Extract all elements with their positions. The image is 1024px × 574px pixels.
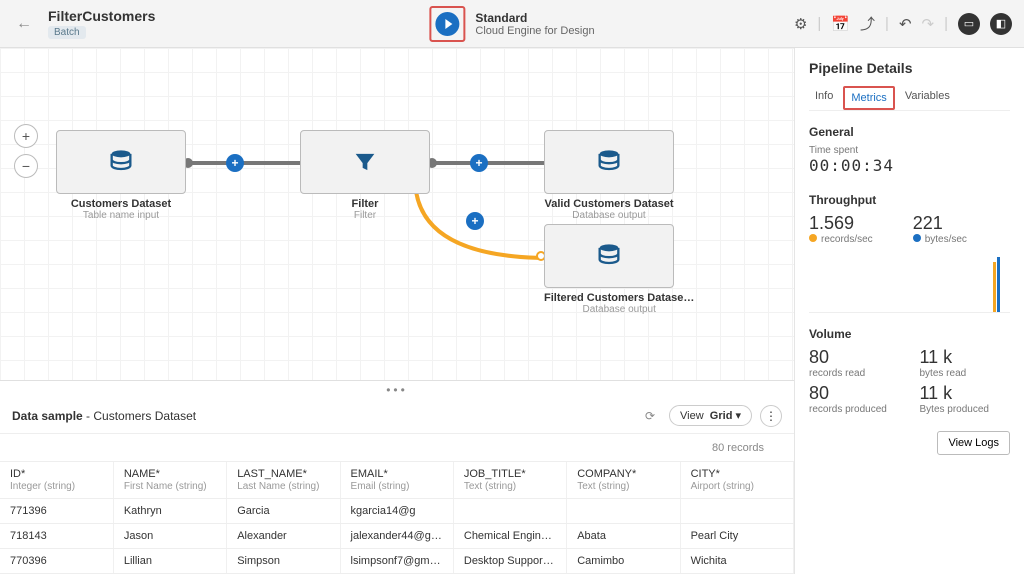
- pipeline-title: FilterCustomers: [48, 8, 155, 24]
- engine-subtitle: Cloud Engine for Design: [475, 25, 594, 37]
- view-mode-select[interactable]: View Grid ▾: [669, 405, 752, 426]
- run-button[interactable]: [429, 6, 465, 42]
- column-header[interactable]: CITY*Airport (string): [680, 462, 793, 499]
- zoom-out-button[interactable]: −: [14, 154, 38, 178]
- section-volume: Volume: [809, 327, 1010, 341]
- engine-block: Standard Cloud Engine for Design: [475, 11, 594, 37]
- column-header[interactable]: COMPANY*Text (string): [567, 462, 680, 499]
- zoom-in-button[interactable]: +: [14, 124, 38, 148]
- column-header[interactable]: ID*Integer (string): [0, 462, 113, 499]
- node-source[interactable]: Customers Dataset Table name input: [56, 130, 186, 221]
- add-node-icon[interactable]: +: [226, 154, 244, 172]
- pipeline-canvas[interactable]: + − + + + Customers Dataset Tab: [0, 48, 794, 380]
- table-row[interactable]: 718143JasonAlexanderjalexander44@gmail…C…: [0, 524, 794, 549]
- table-row[interactable]: 770396LillianSimpsonlsimpsonf7@gmail.c…D…: [0, 549, 794, 574]
- sample-bar: Data sample - Customers Dataset ⟳ View G…: [0, 398, 794, 434]
- column-header[interactable]: NAME*First Name (string): [113, 462, 226, 499]
- node-filter[interactable]: Filter Filter: [300, 130, 430, 221]
- tab-info[interactable]: Info: [809, 86, 839, 110]
- panel1-icon[interactable]: ▭: [958, 13, 980, 35]
- table-row[interactable]: 771396KathrynGarciakgarcia14@g: [0, 499, 794, 524]
- column-header[interactable]: LAST_NAME*Last Name (string): [227, 462, 340, 499]
- center-block: Standard Cloud Engine for Design: [429, 6, 594, 42]
- view-logs-button[interactable]: View Logs: [937, 431, 1010, 455]
- bytes-read: 11 k: [920, 347, 1011, 368]
- records-sec-value: 1.569: [809, 213, 873, 234]
- time-spent-value: 00:00:34: [809, 156, 1010, 175]
- gear-icon[interactable]: ⚙: [794, 15, 807, 33]
- batch-tag: Batch: [48, 26, 86, 39]
- schedule-icon[interactable]: 📅: [831, 15, 850, 33]
- details-sidebar: Pipeline Details Info Metrics Variables …: [794, 48, 1024, 574]
- node-filtered[interactable]: Filtered Customers Datase… Database outp…: [544, 224, 694, 315]
- toolbar-icons: ⚙ | 📅 ⤴ | ↶ ↷ | ▭ ◧: [794, 13, 1012, 35]
- throughput-sparkline: [809, 253, 1010, 313]
- tab-variables[interactable]: Variables: [899, 86, 956, 110]
- panel2-icon[interactable]: ◧: [990, 13, 1012, 35]
- engine-title: Standard: [475, 11, 594, 25]
- export-icon[interactable]: ⤴: [860, 13, 875, 34]
- drag-handle[interactable]: •••: [0, 380, 794, 398]
- column-header[interactable]: EMAIL*Email (string): [340, 462, 453, 499]
- time-spent-label: Time spent: [809, 145, 1010, 156]
- more-icon[interactable]: ⋮: [760, 405, 782, 427]
- data-table[interactable]: ID*Integer (string)NAME*First Name (stri…: [0, 462, 794, 574]
- undo-icon[interactable]: ↶: [899, 15, 912, 33]
- column-header[interactable]: JOB_TITLE*Text (string): [453, 462, 566, 499]
- add-node-icon[interactable]: +: [466, 212, 484, 230]
- sample-title: Data sample: [12, 409, 83, 423]
- refresh-icon[interactable]: ⟳: [645, 409, 655, 423]
- record-count: 80 records: [712, 442, 764, 454]
- records-read: 80: [809, 347, 900, 368]
- section-general: General: [809, 125, 1010, 139]
- title-block: FilterCustomers Batch: [48, 8, 155, 39]
- back-icon[interactable]: ←: [12, 15, 36, 33]
- sidebar-heading: Pipeline Details: [809, 60, 1010, 76]
- bytes-sec-value: 221: [913, 213, 967, 234]
- bytes-produced: 11 k: [920, 383, 1011, 404]
- records-produced: 80: [809, 383, 900, 404]
- sample-dataset: Customers Dataset: [93, 409, 196, 423]
- top-bar: ← FilterCustomers Batch Standard Cloud E…: [0, 0, 1024, 48]
- redo-icon[interactable]: ↷: [922, 15, 935, 33]
- node-valid[interactable]: Valid Customers Dataset Database output: [544, 130, 674, 221]
- tab-metrics[interactable]: Metrics: [843, 86, 894, 110]
- play-icon: [445, 19, 452, 29]
- section-throughput: Throughput: [809, 193, 1010, 207]
